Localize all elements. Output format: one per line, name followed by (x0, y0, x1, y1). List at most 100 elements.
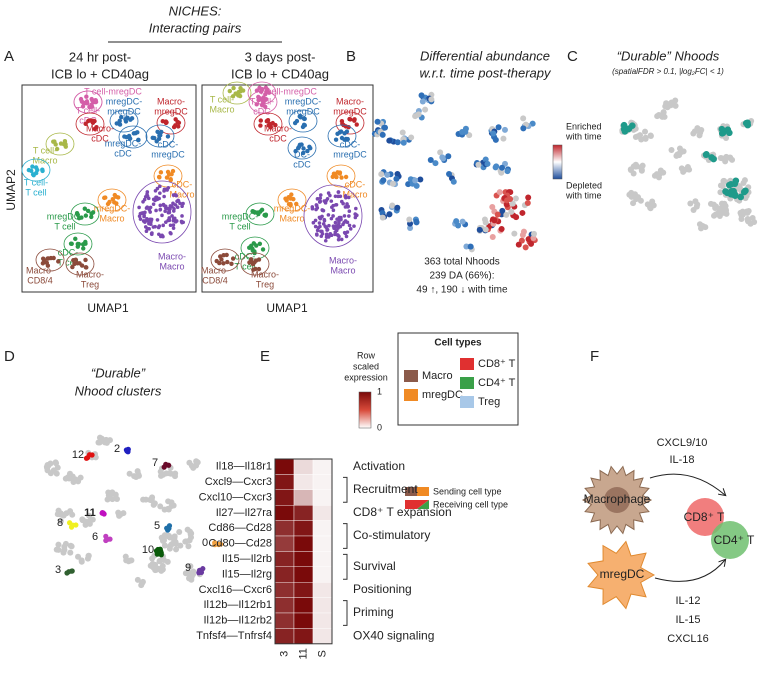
point (693, 203, 700, 210)
cluster-number: 5 (154, 520, 160, 532)
point (292, 120, 298, 126)
point (328, 193, 332, 198)
point (453, 218, 460, 225)
point (66, 475, 73, 482)
point (336, 190, 341, 194)
point (354, 122, 359, 127)
point (184, 526, 191, 533)
point (263, 92, 268, 97)
cluster-label: Macro- (26, 265, 54, 275)
cluster-label: cDC- (172, 179, 193, 189)
heatmap-cell (274, 489, 295, 506)
cluster-label: Macro (99, 213, 124, 223)
point (336, 237, 341, 242)
point (386, 211, 393, 218)
row-label: Il27—Il27ra (216, 507, 273, 519)
point (102, 195, 107, 201)
point (106, 437, 113, 444)
heatmap-cell (312, 474, 333, 490)
panel-title: 24 hr post- (69, 49, 131, 64)
point (258, 123, 263, 128)
panel-title: ICB lo + CD40ag (51, 66, 149, 81)
axis-label: UMAP1 (266, 301, 308, 315)
point (413, 218, 420, 225)
point (158, 191, 162, 195)
point (221, 252, 226, 258)
point (258, 118, 263, 123)
point (51, 255, 56, 261)
point (173, 546, 180, 553)
point (347, 223, 352, 228)
point (412, 177, 419, 184)
point (301, 146, 306, 151)
category-label: Positioning (353, 582, 412, 596)
point (437, 149, 444, 156)
point (67, 549, 74, 556)
point (261, 99, 266, 105)
point (378, 171, 385, 178)
cluster-label: Macro- (86, 123, 114, 133)
point (164, 120, 169, 125)
point (119, 114, 124, 120)
scale-title: expression (344, 372, 388, 382)
column-label: S (316, 650, 328, 657)
point (308, 145, 313, 151)
point (511, 230, 518, 237)
point (70, 264, 75, 270)
category-label: Recruitment (353, 482, 418, 496)
point (190, 568, 197, 575)
point (186, 459, 193, 466)
point (86, 518, 93, 525)
point (147, 227, 151, 231)
color-bar (358, 391, 372, 429)
point (660, 109, 667, 116)
row-label: Il12b—Il12rb1 (204, 599, 273, 611)
point (221, 261, 226, 266)
point (155, 129, 160, 135)
point (422, 106, 429, 113)
legend-swatch (404, 370, 418, 382)
point (344, 234, 349, 239)
panel-title: 3 days post- (245, 49, 316, 64)
point (152, 567, 159, 574)
point (490, 130, 497, 137)
point (482, 226, 489, 233)
point (313, 218, 318, 223)
point (158, 184, 162, 189)
point (647, 132, 654, 139)
point (78, 96, 84, 102)
point (331, 171, 337, 177)
point (337, 171, 342, 176)
cluster-label: T cell (54, 221, 75, 231)
point (112, 200, 117, 205)
point (522, 244, 529, 251)
category-label: CD8⁺ T expansion (353, 505, 452, 519)
point (63, 144, 68, 149)
point (149, 555, 156, 562)
point (163, 470, 170, 477)
heatmap-cell (293, 582, 314, 598)
point (718, 125, 726, 133)
point (326, 213, 331, 217)
point (85, 552, 92, 559)
heatmap-cell (293, 597, 314, 614)
cluster-label: CD8/4 (27, 275, 53, 285)
cluster-label: cDC- (340, 139, 361, 149)
heatmap-cell (312, 489, 333, 506)
point (256, 94, 261, 100)
point (343, 219, 348, 223)
cluster-label: T cell-mregDC (84, 86, 142, 96)
heatmap-frame (274, 458, 333, 645)
point (101, 511, 107, 517)
row-label: Il18—Il18r1 (216, 461, 272, 473)
point (254, 88, 260, 93)
cluster-outline (222, 81, 252, 105)
point (229, 261, 234, 266)
heatmap-cell (293, 458, 314, 475)
point (148, 222, 153, 227)
cluster-label: mregDC- (222, 211, 259, 221)
legend-text: Depleted (566, 180, 602, 190)
point (498, 225, 505, 232)
panel-label: C (567, 48, 578, 65)
point (165, 188, 169, 192)
